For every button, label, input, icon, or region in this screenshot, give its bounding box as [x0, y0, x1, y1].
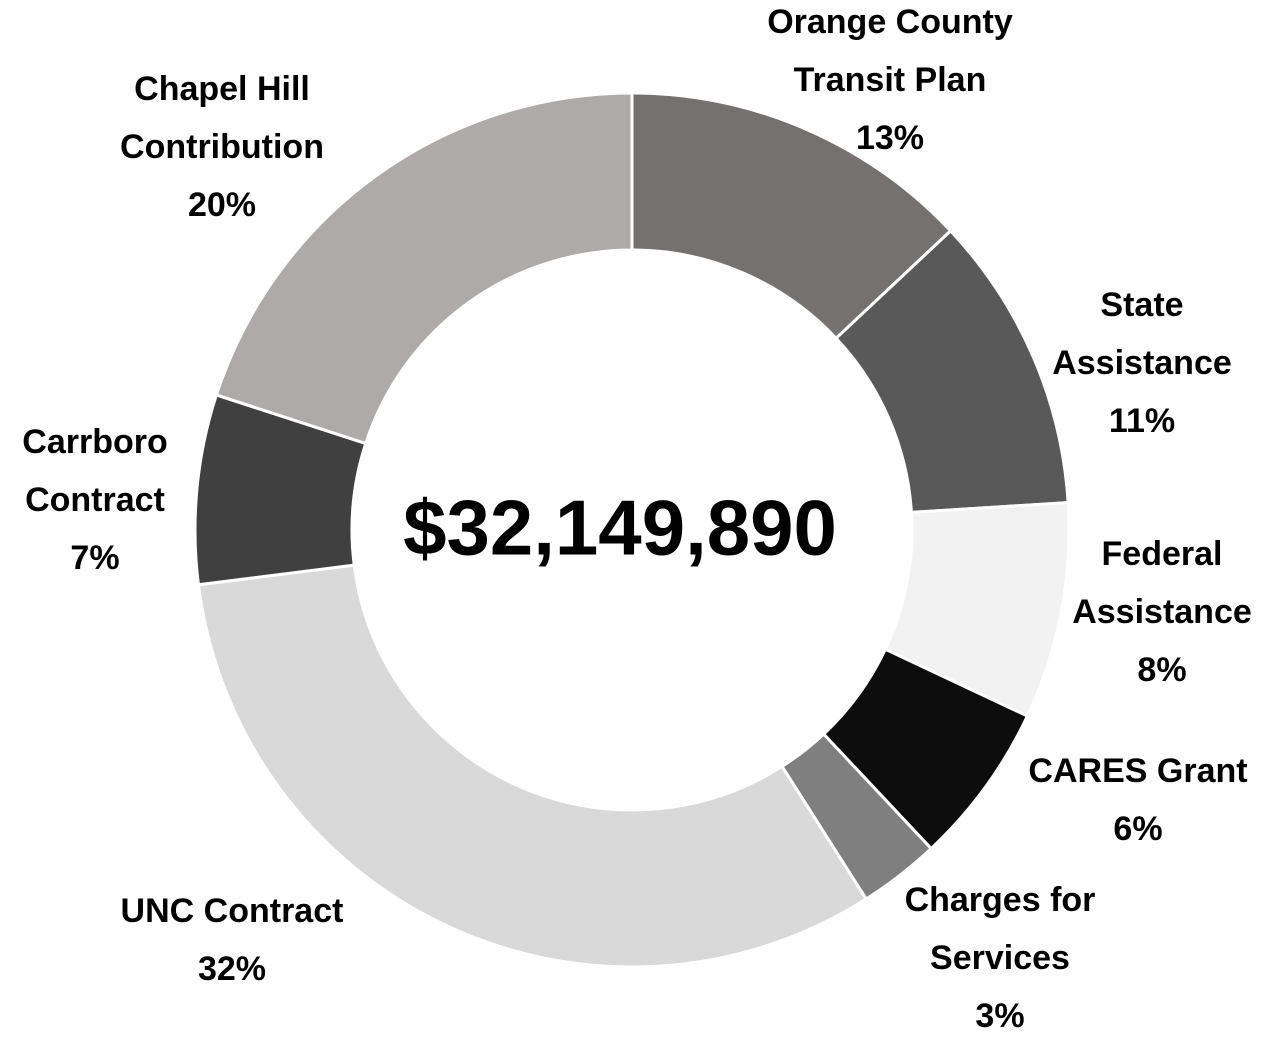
- value-label: 8%: [1137, 651, 1187, 689]
- category-name: UNC Contract: [120, 892, 344, 930]
- category-name: CARES Grant: [1028, 752, 1248, 790]
- slice-label: CARES Grant 6%: [1003, 742, 1271, 858]
- value-label: 13%: [855, 119, 925, 157]
- category-name: Chapel Hill Contribution: [120, 70, 324, 166]
- value-label: 20%: [187, 186, 257, 224]
- slice-label: State Assistance 11%: [1035, 276, 1250, 450]
- category-name: Charges for Services: [904, 881, 1096, 977]
- donut-slice: [196, 563, 869, 969]
- slice-label: Charges for Services 3%: [883, 871, 1118, 1045]
- slice-label: Federal Assistance 8%: [1055, 525, 1270, 699]
- category-name: Orange County Transit Plan: [767, 3, 1013, 99]
- slice-label: Carrboro Contract 7%: [3, 413, 188, 587]
- value-label: 6%: [1113, 810, 1163, 848]
- value-label: 32%: [197, 950, 267, 988]
- center-total: $32,149,890: [403, 483, 837, 572]
- slice-label: UNC Contract 32%: [87, 882, 377, 998]
- category-name: State Assistance: [1052, 286, 1232, 382]
- category-name: Federal Assistance: [1072, 535, 1252, 631]
- donut-slice: [214, 91, 634, 446]
- slice-label: Orange County Transit Plan 13%: [740, 0, 1040, 167]
- category-name: Carrboro Contract: [22, 423, 168, 519]
- value-label: 11%: [1108, 402, 1176, 440]
- value-label: 7%: [70, 539, 120, 577]
- slice-label: Chapel Hill Contribution 20%: [100, 60, 345, 234]
- value-label: 3%: [975, 997, 1025, 1035]
